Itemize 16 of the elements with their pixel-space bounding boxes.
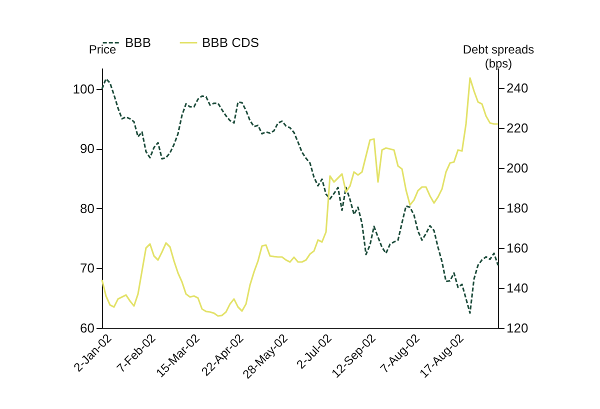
- legend-label: BBB: [125, 34, 152, 50]
- legend-label: BBB CDS: [202, 34, 260, 50]
- y-tick-label: 100: [72, 81, 94, 96]
- y-tick-label: 60: [80, 320, 94, 336]
- y-tick-label: 80: [80, 200, 94, 216]
- y2-tick-label: 120: [506, 320, 528, 336]
- y2-tick-label: 160: [506, 240, 528, 256]
- y2-tick-label: 140: [506, 280, 528, 296]
- y2-tick-label: 240: [506, 80, 528, 96]
- y-tick-label: 90: [80, 141, 94, 156]
- y2-tick-label: 180: [506, 200, 528, 216]
- y2-axis-title: Debt spreads (bps): [462, 42, 534, 70]
- y-tick-label: 70: [80, 260, 94, 276]
- y-axis-title: Price: [88, 42, 116, 56]
- y2-tick-label: 220: [506, 120, 528, 136]
- y2-tick-label: 200: [506, 160, 528, 176]
